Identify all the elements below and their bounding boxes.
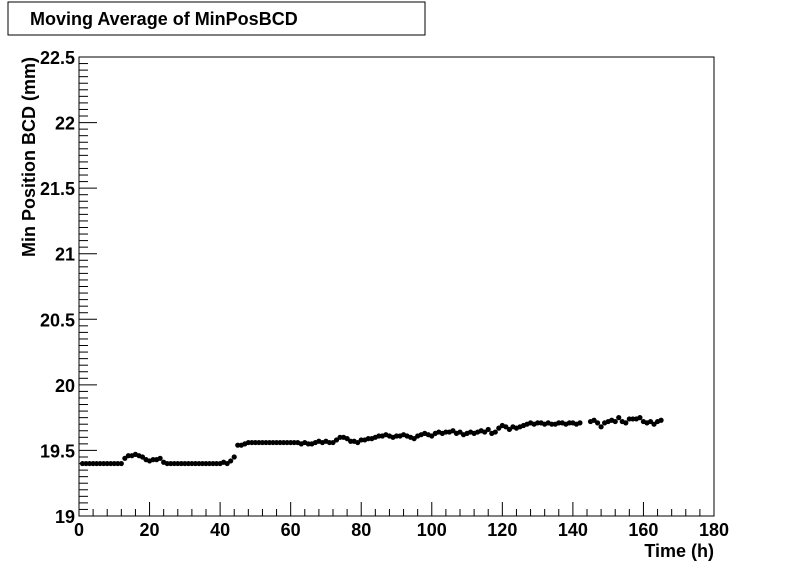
data-point	[485, 426, 491, 433]
data-point	[157, 455, 163, 461]
x-tick-label: 100	[417, 520, 447, 540]
x-tick-label: 140	[558, 520, 588, 540]
x-tick-label: 60	[281, 520, 301, 540]
chart-title: Moving Average of MinPosBCD	[30, 9, 298, 29]
y-tick-label: 19.5	[40, 441, 75, 461]
x-tick-label: 40	[210, 520, 230, 540]
x-tick-label: 120	[487, 520, 517, 540]
data-point	[118, 460, 124, 467]
plot-frame	[78, 56, 715, 517]
data-point	[492, 429, 498, 435]
y-tick-label: 22.5	[40, 48, 75, 68]
data-point	[594, 420, 601, 426]
data-point	[658, 417, 664, 423]
y-axis-label: Min Position BCD (mm)	[19, 57, 39, 257]
y-tick-label: 20	[55, 376, 75, 396]
x-axis-label: Time (h)	[644, 541, 714, 561]
data-point	[598, 424, 604, 430]
y-tick-label: 21.5	[40, 179, 75, 199]
y-tick-label: 21	[55, 245, 75, 265]
data-point	[577, 420, 583, 426]
x-tick-label: 0	[74, 520, 84, 540]
data-point	[637, 415, 643, 421]
data-point	[231, 454, 237, 460]
x-tick-label: 180	[699, 520, 729, 540]
y-tick-label: 22	[55, 114, 75, 134]
x-tick-label: 160	[628, 520, 658, 540]
data-point	[623, 420, 629, 426]
x-tick-label: 20	[140, 520, 160, 540]
y-tick-label: 20.5	[40, 310, 75, 330]
x-tick-label: 80	[351, 520, 371, 540]
data-point	[612, 418, 618, 425]
data-point	[616, 415, 622, 421]
title-box	[7, 1, 426, 36]
data-point	[228, 458, 234, 464]
y-tick-label: 19	[55, 507, 75, 527]
